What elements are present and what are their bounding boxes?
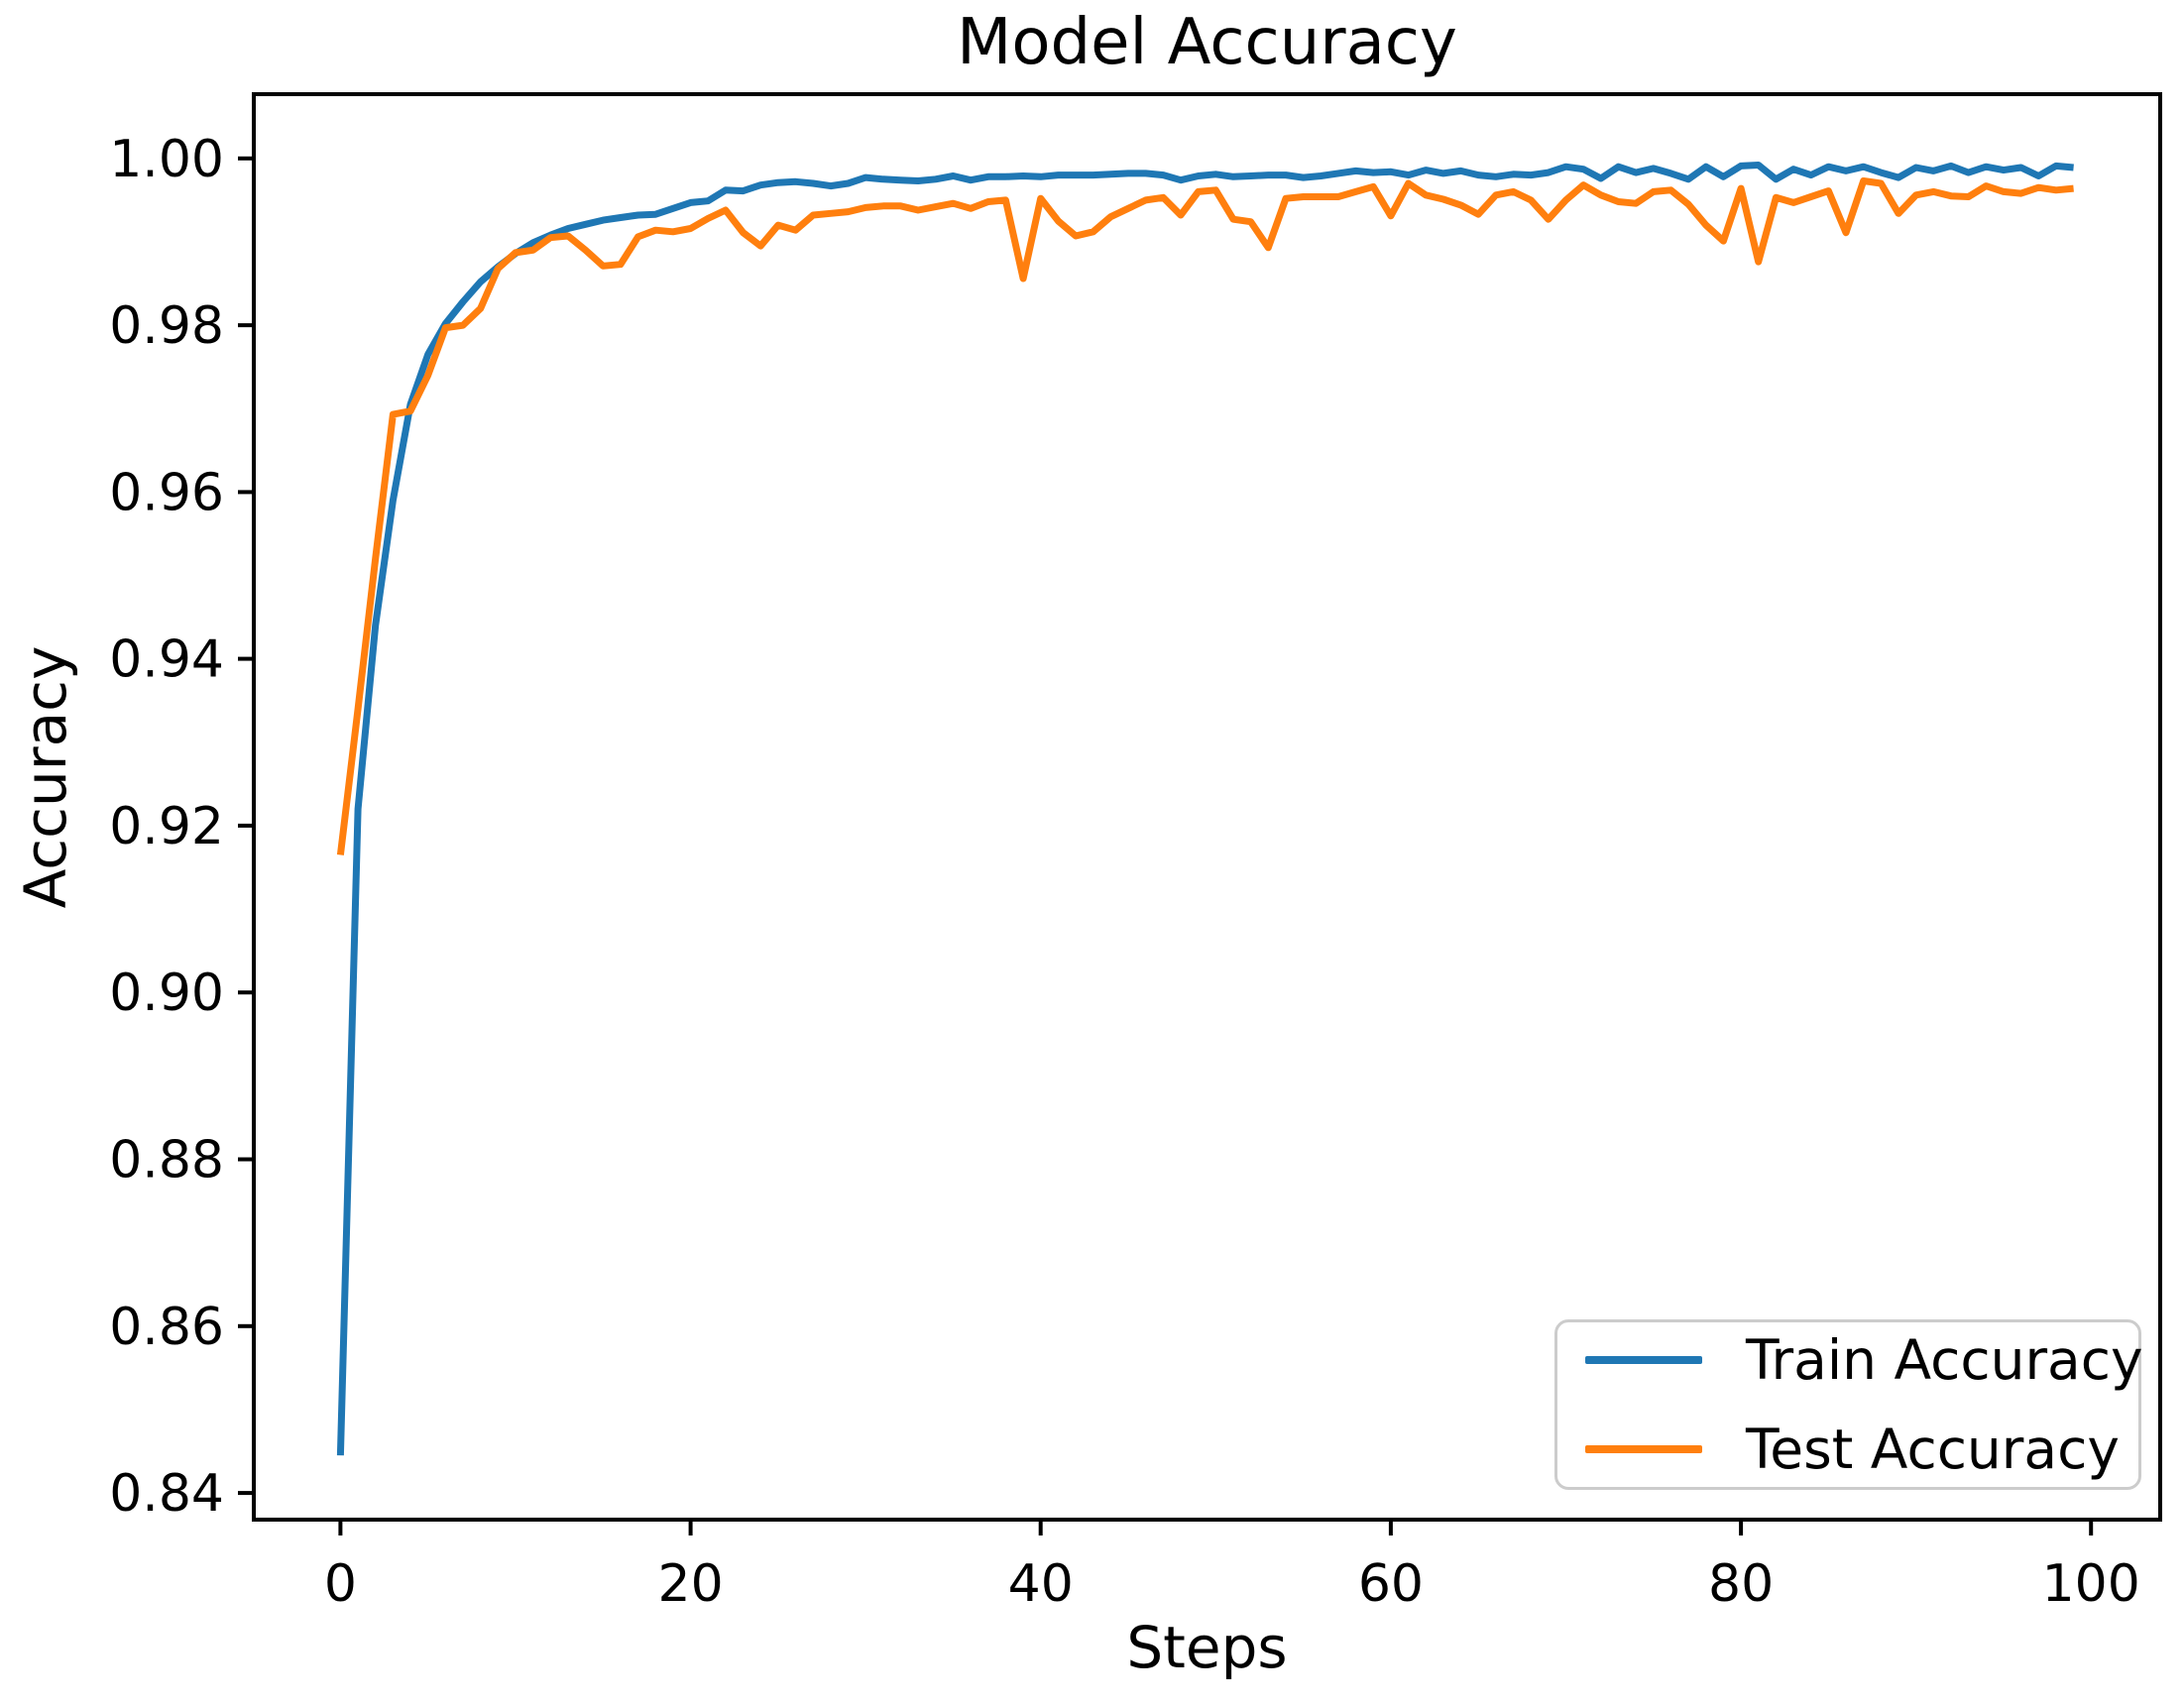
y-tick-label: 0.92 [109, 797, 224, 856]
x-tick-label: 40 [1008, 1554, 1074, 1614]
x-axis-label: Steps [1126, 1614, 1288, 1681]
y-tick-label: 1.00 [109, 130, 224, 189]
x-tick-label: 100 [2042, 1554, 2140, 1614]
train-accuracy-line [336, 162, 2074, 1456]
y-tick-label: 0.88 [109, 1131, 224, 1191]
x-tick-label: 20 [658, 1554, 724, 1614]
y-tick-label: 0.86 [109, 1298, 224, 1357]
test-accuracy-line [336, 177, 2074, 855]
train-line-swatch [1585, 1356, 1702, 1364]
legend-label-train: Train Accuracy [1746, 1328, 2143, 1392]
y-tick-label: 0.90 [109, 964, 224, 1023]
legend-entry-test: Test Accuracy [1585, 1418, 2120, 1481]
test-line-swatch [1585, 1445, 1702, 1453]
x-tick-label: 60 [1358, 1554, 1424, 1614]
legend-label-test: Test Accuracy [1746, 1418, 2120, 1481]
y-tick-label: 0.98 [109, 296, 224, 356]
y-tick-label: 0.84 [109, 1464, 224, 1524]
x-tick-label: 0 [324, 1554, 357, 1614]
y-tick-label: 0.96 [109, 463, 224, 522]
axes-frame [252, 92, 2162, 1522]
y-tick-label: 0.94 [109, 630, 224, 690]
legend-entry-train: Train Accuracy [1585, 1328, 2143, 1392]
x-tick-label: 80 [1708, 1554, 1774, 1614]
legend-box: Train Accuracy Test Accuracy [1554, 1319, 2143, 1490]
chart-title: Model Accuracy [957, 6, 1457, 79]
